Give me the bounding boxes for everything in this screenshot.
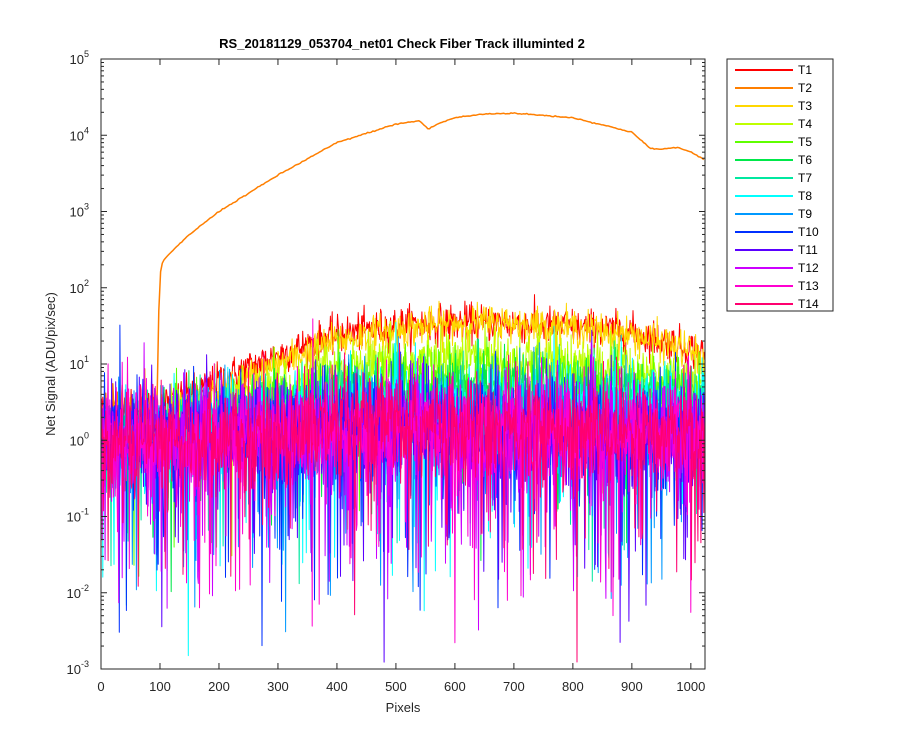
y-tick-label: 104 [70,125,89,143]
series-layer [101,112,705,663]
y-tick-label: 100 [70,430,89,448]
x-tick-label: 100 [149,679,171,694]
legend: T1 T2 T3 T4 T5 T6 T7 T8 T9 T10 T11 T12 T13 T14 [726,58,834,312]
x-axis: 0 100 200 300 400 500 600 700 800 900 1000 [97,59,705,694]
legend-label-t10: T10 [798,225,819,239]
x-axis-label: Pixels [386,700,421,715]
y-axis: 10-3 10-2 10-1 100 101 102 103 104 105 [67,49,705,677]
y-tick-label: 101 [70,354,89,372]
x-tick-label: 1000 [676,679,705,694]
x-tick-label: 600 [444,679,466,694]
legend-label-t8: T8 [798,189,812,203]
legend-label-t3: T3 [798,99,812,113]
legend-label-t2: T2 [798,81,812,95]
x-tick-label: 300 [267,679,289,694]
legend-label-t11: T11 [798,243,818,257]
series-line-t14 [101,342,705,663]
x-tick-label: 200 [208,679,230,694]
y-tick-label: 105 [70,49,89,67]
x-tick-label: 0 [97,679,104,694]
x-tick-label: 800 [562,679,584,694]
x-tick-label: 500 [385,679,407,694]
legend-label-t12: T12 [798,261,819,275]
chart-title: RS_20181129_053704_net01 Check Fiber Tra… [219,36,585,51]
legend-label-t6: T6 [798,153,812,167]
legend-label-t7: T7 [798,171,812,185]
x-tick-label: 400 [326,679,348,694]
y-axis-label: Net Signal (ADU/pix/sec) [43,292,58,436]
y-tick-label: 10-3 [67,659,89,677]
series-line-t2 [101,112,705,492]
legend-label-t1: T1 [798,63,812,77]
legend-label-t4: T4 [798,117,812,131]
legend-label-t14: T14 [798,297,819,311]
y-tick-label: 102 [70,278,89,296]
legend-label-t13: T13 [798,279,819,293]
y-tick-label: 103 [70,202,89,220]
x-tick-label: 700 [503,679,525,694]
legend-label-t9: T9 [798,207,812,221]
y-tick-label: 10-1 [67,507,89,525]
legend-label-t5: T5 [798,135,812,149]
y-tick-label: 10-2 [67,583,89,601]
x-tick-label: 900 [621,679,643,694]
